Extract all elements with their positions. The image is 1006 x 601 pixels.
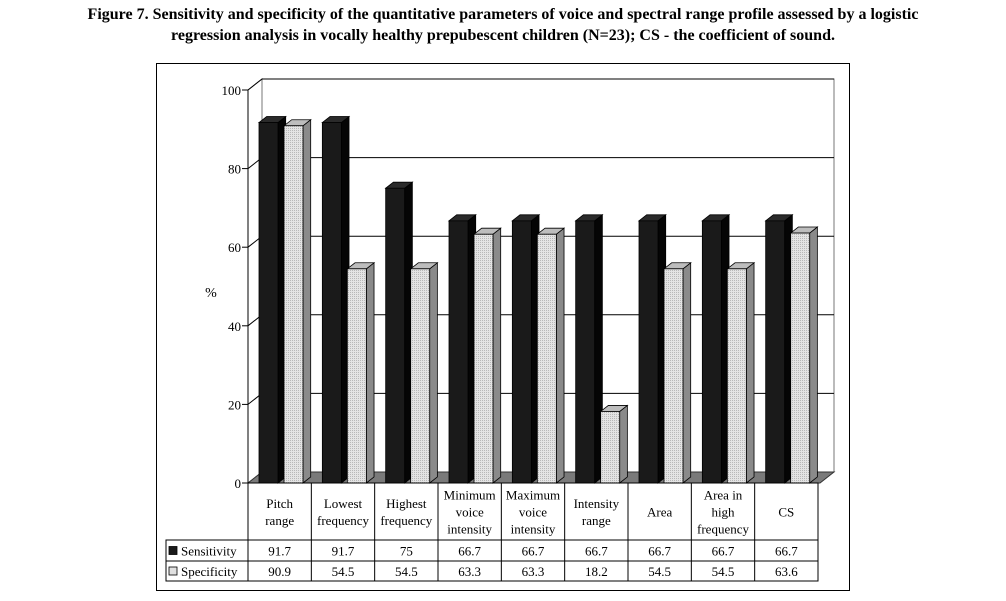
bar-sensitivity bbox=[639, 215, 666, 483]
data-label: 91.7 bbox=[332, 544, 355, 559]
data-label: 66.7 bbox=[585, 544, 608, 559]
y-tick-label: 20 bbox=[228, 397, 241, 412]
bar-front bbox=[322, 123, 341, 483]
bar-front bbox=[347, 269, 366, 483]
bar-side bbox=[366, 263, 374, 483]
bar-front bbox=[284, 126, 303, 483]
data-label: 63.3 bbox=[522, 564, 545, 579]
category-label: Intensity bbox=[574, 496, 620, 511]
bar-front bbox=[664, 269, 683, 483]
category-label: Pitch bbox=[266, 496, 293, 511]
bar-front bbox=[512, 221, 531, 483]
bar-sensitivity bbox=[766, 215, 793, 483]
y-tick-label: 0 bbox=[235, 476, 242, 491]
category-label: frequency bbox=[317, 513, 369, 528]
bar-specificity bbox=[791, 227, 818, 483]
bar-front bbox=[474, 234, 493, 483]
data-label: 54.5 bbox=[395, 564, 418, 579]
category-label: range bbox=[265, 513, 294, 528]
legend-swatch bbox=[169, 567, 177, 575]
bar-side bbox=[556, 228, 564, 483]
category-label: voice bbox=[519, 505, 547, 520]
bar-front bbox=[449, 221, 468, 483]
legend-label-sensitivity: Sensitivity bbox=[181, 544, 237, 559]
bar-front bbox=[259, 123, 278, 483]
bar-sensitivity bbox=[386, 182, 413, 483]
data-label: 66.7 bbox=[648, 544, 671, 559]
data-label: 66.7 bbox=[712, 544, 735, 559]
bar-side bbox=[303, 120, 311, 483]
y-tick-label: 60 bbox=[228, 240, 241, 255]
data-label: 54.5 bbox=[648, 564, 671, 579]
data-label: 66.7 bbox=[522, 544, 545, 559]
category-label: frequency bbox=[697, 522, 749, 537]
bar-front bbox=[537, 234, 556, 483]
data-label: 63.3 bbox=[458, 564, 481, 579]
bar-front bbox=[639, 221, 658, 483]
category-label: Minimum bbox=[444, 488, 496, 503]
legend-swatch bbox=[169, 547, 177, 555]
category-label: high bbox=[711, 505, 735, 520]
bar-side bbox=[620, 405, 628, 483]
bar-front bbox=[727, 269, 746, 483]
bar-sensitivity bbox=[259, 117, 286, 483]
bar-specificity bbox=[347, 263, 374, 483]
bar-sensitivity bbox=[322, 117, 349, 483]
bar-sensitivity bbox=[576, 215, 603, 483]
bar-front bbox=[386, 188, 405, 483]
category-label: voice bbox=[456, 505, 484, 520]
bar-front bbox=[601, 411, 620, 483]
category-label: intensity bbox=[447, 522, 492, 537]
bar-specificity bbox=[474, 228, 501, 483]
bar-specificity bbox=[727, 263, 754, 483]
data-label: 18.2 bbox=[585, 564, 608, 579]
bar-specificity bbox=[601, 405, 628, 483]
y-tick-label: 100 bbox=[222, 83, 242, 98]
data-label: 54.5 bbox=[332, 564, 355, 579]
bar-specificity bbox=[537, 228, 564, 483]
legend-label-specificity: Specificity bbox=[181, 564, 238, 579]
bar-side bbox=[683, 263, 691, 483]
bar-specificity bbox=[284, 120, 311, 483]
data-label: 91.7 bbox=[268, 544, 291, 559]
bar-front bbox=[766, 221, 785, 483]
bar-front bbox=[702, 221, 721, 483]
bar-front bbox=[791, 233, 810, 483]
bar-side bbox=[746, 263, 754, 483]
category-label: Lowest bbox=[324, 496, 363, 511]
bar-specificity bbox=[411, 263, 438, 483]
data-label: 66.7 bbox=[458, 544, 481, 559]
category-label: range bbox=[582, 513, 611, 528]
category-label: frequency bbox=[380, 513, 432, 528]
bar-chart: 0 20 40 60 80 100% Pitch range Lowest frequency H… bbox=[0, 0, 1006, 601]
y-tick-label: 80 bbox=[228, 162, 241, 177]
data-label: 54.5 bbox=[712, 564, 735, 579]
bar-side bbox=[493, 228, 501, 483]
data-label: 75 bbox=[400, 544, 413, 559]
category-label: Highest bbox=[386, 496, 427, 511]
data-label: 63.6 bbox=[775, 564, 798, 579]
bar-side bbox=[430, 263, 438, 483]
category-label: intensity bbox=[511, 522, 556, 537]
y-tick-label: 40 bbox=[228, 319, 241, 334]
category-label: Area in bbox=[704, 488, 743, 503]
bar-front bbox=[411, 269, 430, 483]
data-label: 90.9 bbox=[268, 564, 291, 579]
data-label: 66.7 bbox=[775, 544, 798, 559]
category-label: Area bbox=[647, 505, 672, 520]
bar-sensitivity bbox=[702, 215, 729, 483]
bar-front bbox=[576, 221, 595, 483]
bar-sensitivity bbox=[512, 215, 539, 483]
category-label: CS bbox=[778, 505, 794, 520]
bar-specificity bbox=[664, 263, 691, 483]
category-label: Maximum bbox=[506, 488, 560, 503]
bar-side bbox=[810, 227, 818, 483]
bar-sensitivity bbox=[449, 215, 476, 483]
y-axis-label: % bbox=[205, 286, 217, 301]
